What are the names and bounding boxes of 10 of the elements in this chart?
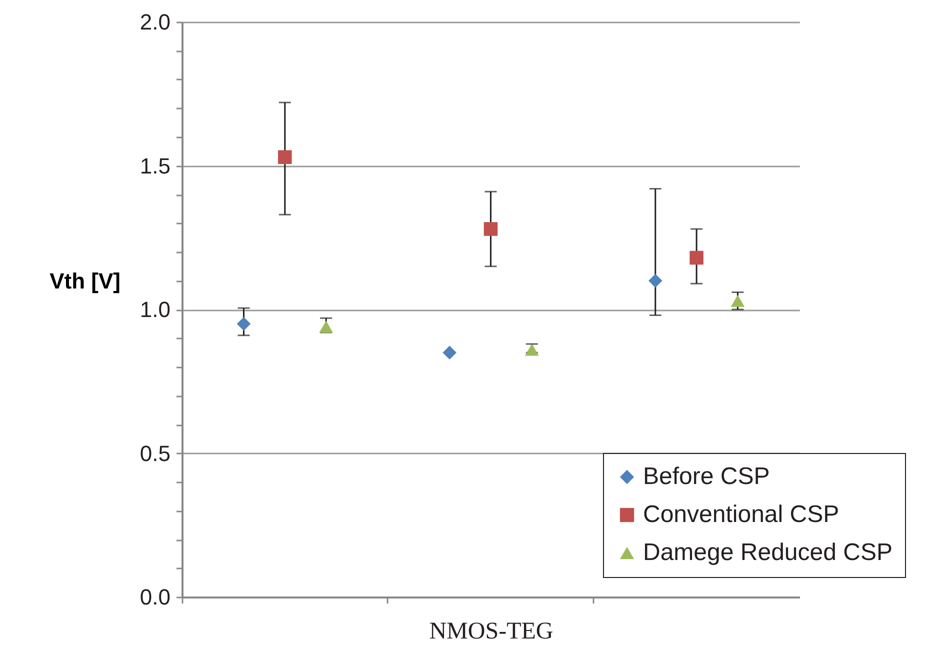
y-axis-title: Vth [V] [50, 268, 120, 294]
legend-label: Before CSP [643, 463, 770, 490]
y-tick-label: 2.0 [140, 10, 170, 34]
y-tick-label: 0.0 [140, 584, 170, 610]
y-tick-label: 1.0 [140, 297, 170, 322]
x-axis-title: NMOS-TEG [429, 618, 554, 644]
y-tick-label: 1.5 [140, 153, 170, 178]
legend-label: Conventional CSP [643, 501, 840, 528]
y-tick-label: 0.5 [140, 440, 170, 466]
legend-label: Damege Reduced CSP [643, 539, 892, 566]
